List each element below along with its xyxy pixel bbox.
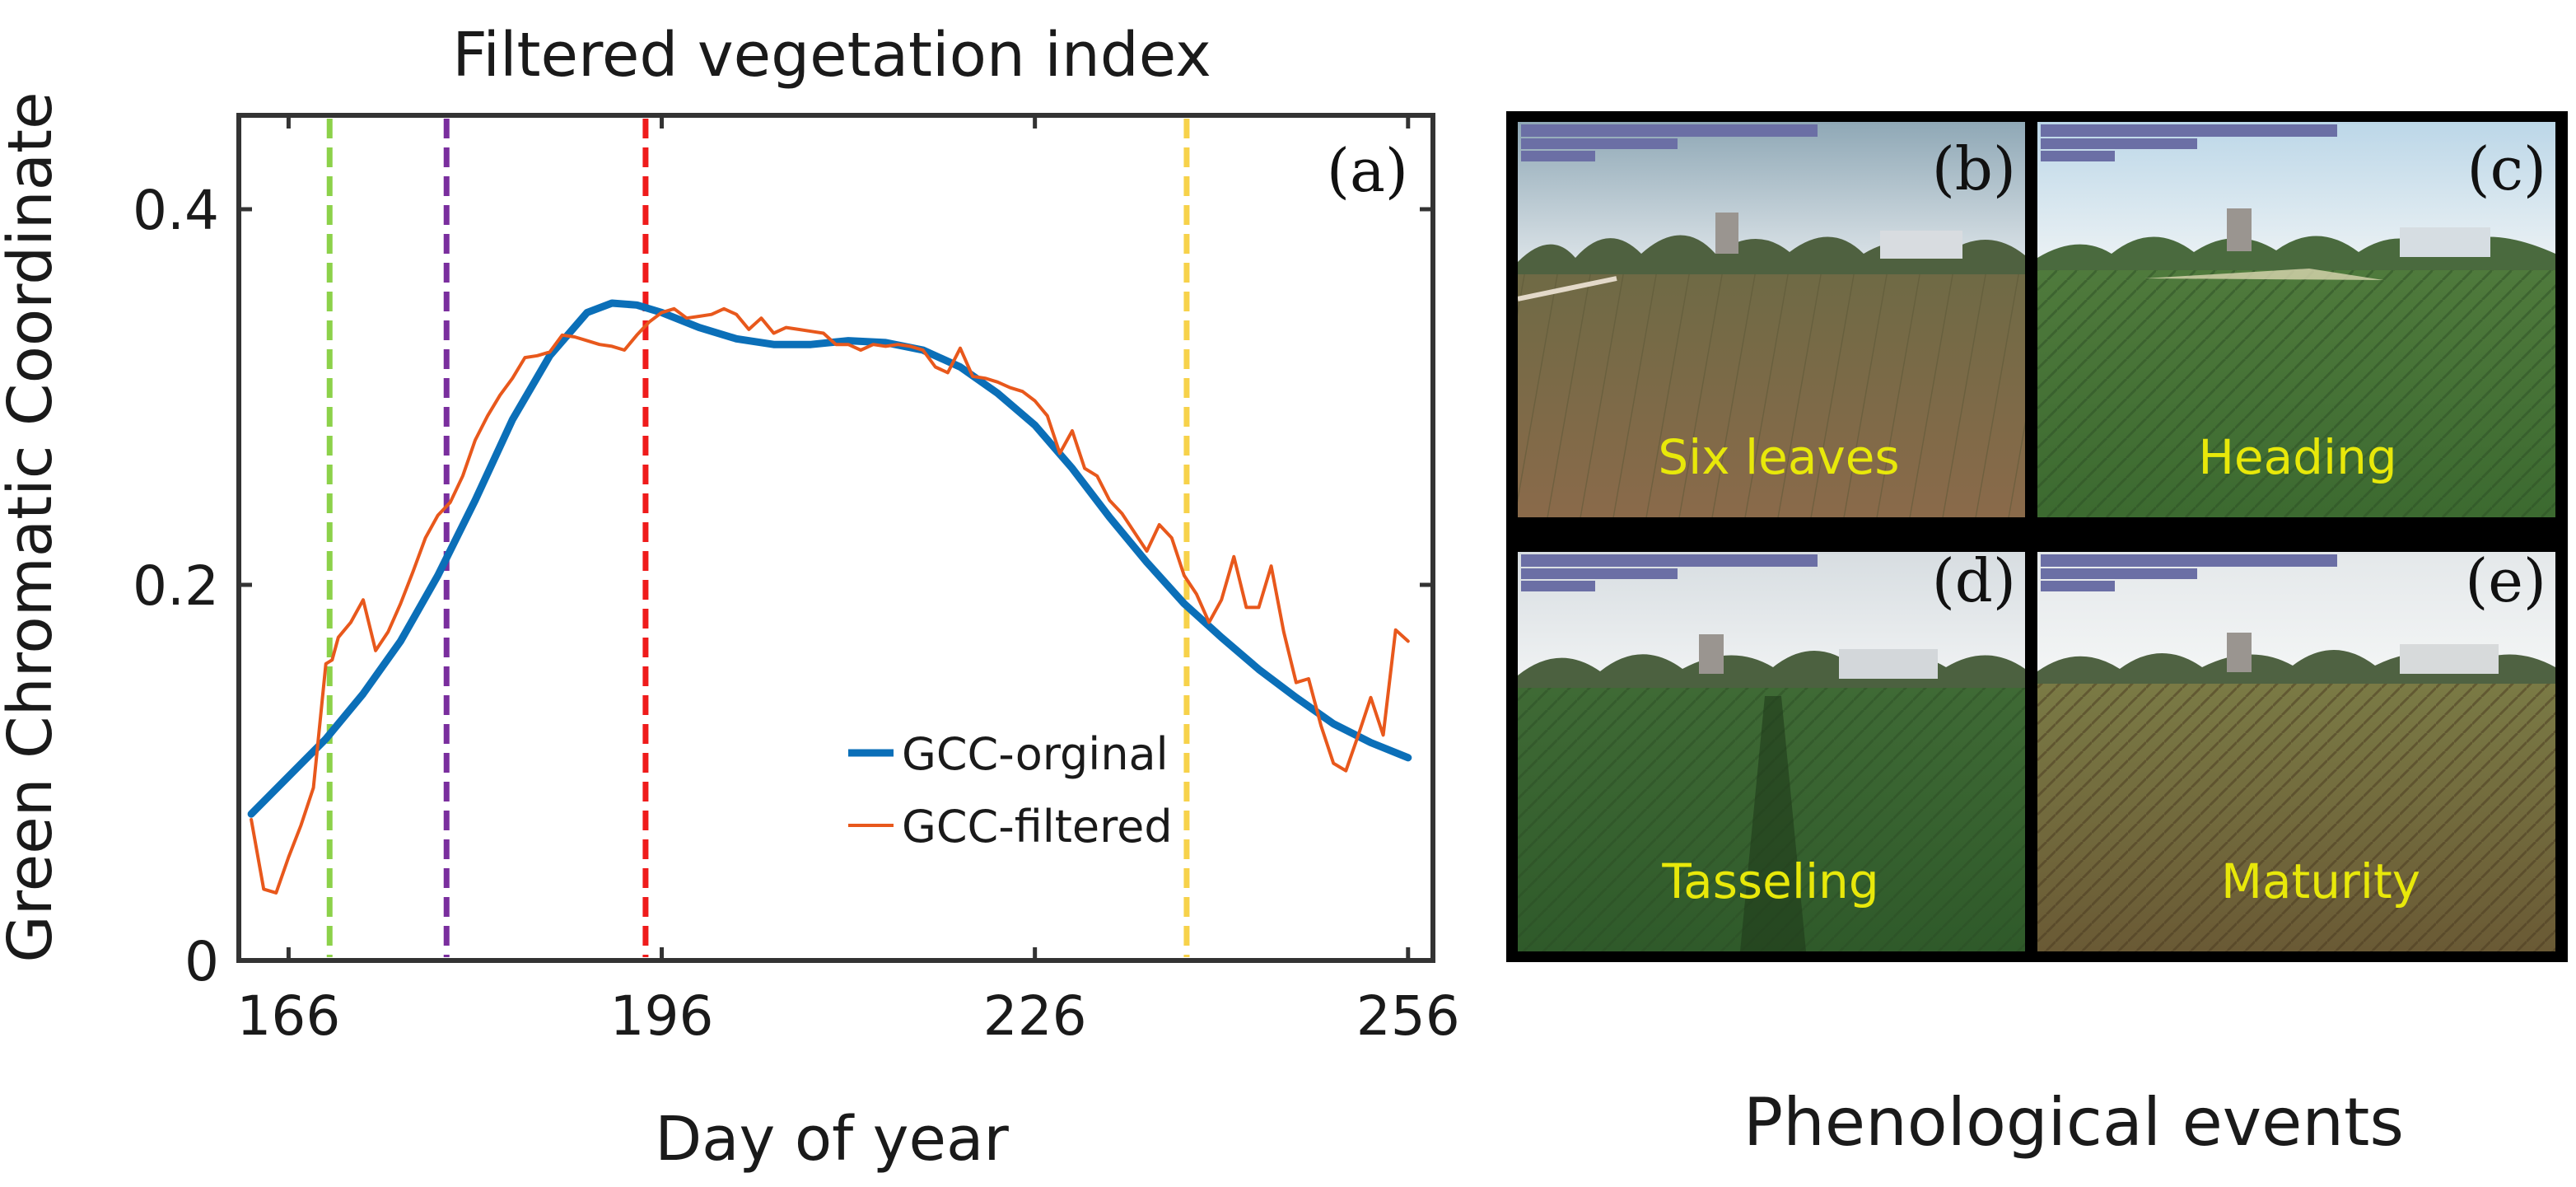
chart-title: Filtered vegetation index	[452, 20, 1211, 91]
panel-label-d: (d)	[1932, 546, 2016, 615]
x-tick-label: 226	[983, 984, 1087, 1048]
plot-frame	[236, 113, 1435, 963]
stage-label-maturity: Maturity	[2221, 853, 2420, 909]
panel-label-b: (b)	[1932, 134, 2016, 203]
y-axis-label: Green Chromatic Coordinate	[0, 91, 66, 962]
y-tick-label: 0	[184, 930, 219, 993]
series-line-gcc-orginal	[247, 299, 1412, 818]
legend-label: GCC-orginal	[902, 728, 1169, 780]
y-tick-label: 0.4	[133, 179, 219, 242]
panel-label-c: (c)	[2466, 134, 2546, 203]
panel-label-a: (a)	[1327, 136, 1408, 205]
legend: GCC-orginal GCC-filtered	[848, 728, 1173, 853]
series-line-gcc-filtered	[250, 306, 1410, 895]
stage-label-heading: Heading	[2198, 429, 2396, 485]
y-axis-ticks: 0 0.2 0.4	[133, 179, 1433, 993]
photo-b: (b) Six leaves	[1518, 122, 2025, 517]
x-axis-label: Day of year	[655, 1104, 1009, 1175]
stage-label-tasseling: Tasseling	[1661, 853, 1878, 909]
legend-label: GCC-filtered	[902, 801, 1173, 853]
stage-label-six-leaves: Six leaves	[1658, 429, 1899, 485]
x-tick-label: 256	[1356, 984, 1460, 1048]
photo-c: (c) Heading	[2037, 122, 2555, 517]
x-axis-ticks: 166 196 226 256	[236, 115, 1460, 1048]
x-tick-label: 196	[610, 984, 714, 1048]
photos-caption: Phenological events	[1743, 1084, 2404, 1161]
phenology-event-lines	[326, 119, 1190, 957]
panel-label-e: (e)	[2465, 546, 2546, 615]
photo-d: (d) Tasseling	[1518, 546, 2025, 951]
x-tick-label: 166	[236, 984, 340, 1048]
gcc-line-chart: Filtered vegetation index Green Chromati…	[0, 20, 1460, 1175]
y-tick-label: 0.2	[133, 554, 219, 618]
photo-e: (e) Maturity	[2037, 546, 2555, 951]
series-lines	[247, 299, 1412, 895]
phenology-photos-panel: (b) Six leaves (c) Heading	[1506, 111, 2568, 1161]
